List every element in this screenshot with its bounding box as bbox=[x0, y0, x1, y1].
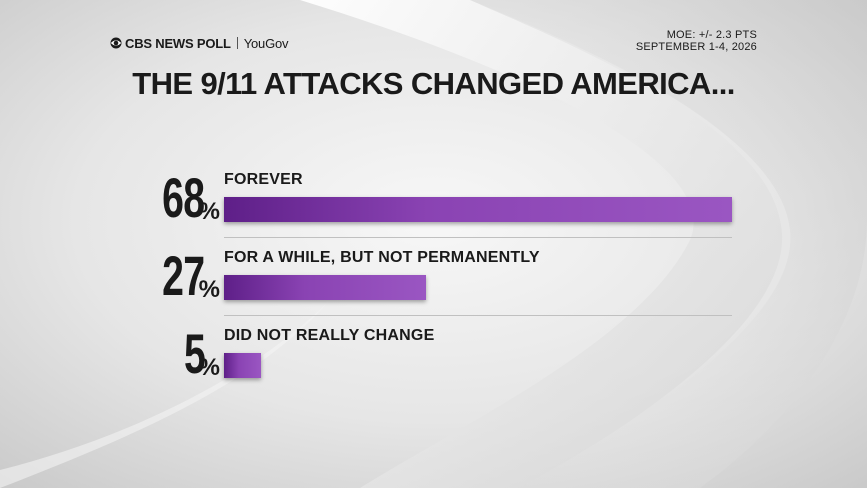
value-label: 68 % bbox=[144, 166, 220, 229]
poll-dates: SEPTEMBER 1-4, 2026 bbox=[635, 41, 757, 53]
percent-number: 68 bbox=[162, 166, 205, 229]
percent-sign: % bbox=[198, 198, 220, 225]
brand-name: CBS NEWS POLL bbox=[125, 35, 231, 51]
percent-sign: % bbox=[198, 354, 220, 381]
value-label: 5 % bbox=[175, 322, 220, 385]
bar bbox=[224, 197, 732, 222]
moe-text: MOE: +/- 2.3 PTS bbox=[666, 29, 757, 41]
value-label: 27 % bbox=[144, 244, 220, 307]
brand-divider bbox=[236, 37, 238, 49]
poll-info: MOE: +/- 2.3 PTS SEPTEMBER 1-4, 2026 bbox=[636, 29, 757, 53]
chart-row: 68 % FOREVER bbox=[120, 160, 732, 238]
category-label: FOR A WHILE, BUT NOT PERMANENTLY bbox=[224, 249, 540, 266]
percent-number: 27 bbox=[162, 244, 205, 307]
branding: CBS NEWS POLL YouGov bbox=[110, 35, 289, 51]
chart-title: THE 9/11 ATTACKS CHANGED AMERICA... bbox=[132, 66, 735, 101]
row-divider bbox=[224, 237, 732, 238]
bar bbox=[224, 353, 261, 378]
category-label: FOREVER bbox=[224, 171, 303, 188]
row-divider bbox=[224, 315, 732, 316]
category-label: DID NOT REALLY CHANGE bbox=[224, 327, 435, 344]
cbs-eye-icon bbox=[110, 37, 122, 49]
percent-number: 5 bbox=[183, 322, 206, 385]
chart-row: 5 % DID NOT REALLY CHANGE bbox=[120, 316, 732, 394]
chart-row: 27 % FOR A WHILE, BUT NOT PERMANENTLY bbox=[120, 238, 732, 316]
bar-chart: 68 % FOREVER 27 % FOR A WHILE, BUT NOT P… bbox=[120, 160, 732, 394]
percent-sign: % bbox=[198, 276, 220, 303]
partner-name: YouGov bbox=[243, 35, 289, 51]
bar bbox=[224, 275, 426, 300]
